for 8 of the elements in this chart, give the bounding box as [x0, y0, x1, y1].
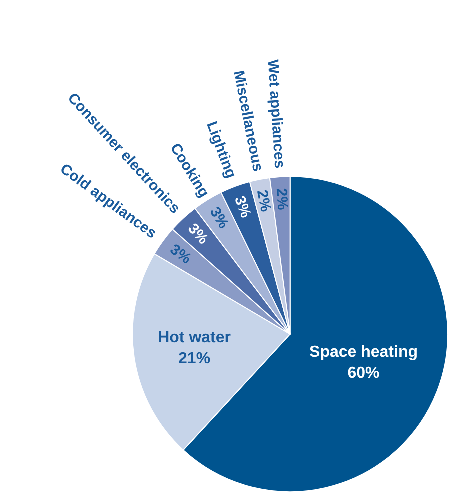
slice-label: Wet appliances [264, 59, 288, 170]
data-label: 60% [348, 364, 380, 382]
slice-label: Space heating [310, 344, 418, 362]
data-label: 3% [230, 194, 254, 220]
data-label: 21% [178, 350, 211, 368]
data-label: 2% [253, 188, 274, 214]
data-label: 2% [272, 188, 292, 211]
slice-label: Hot water [158, 329, 231, 346]
